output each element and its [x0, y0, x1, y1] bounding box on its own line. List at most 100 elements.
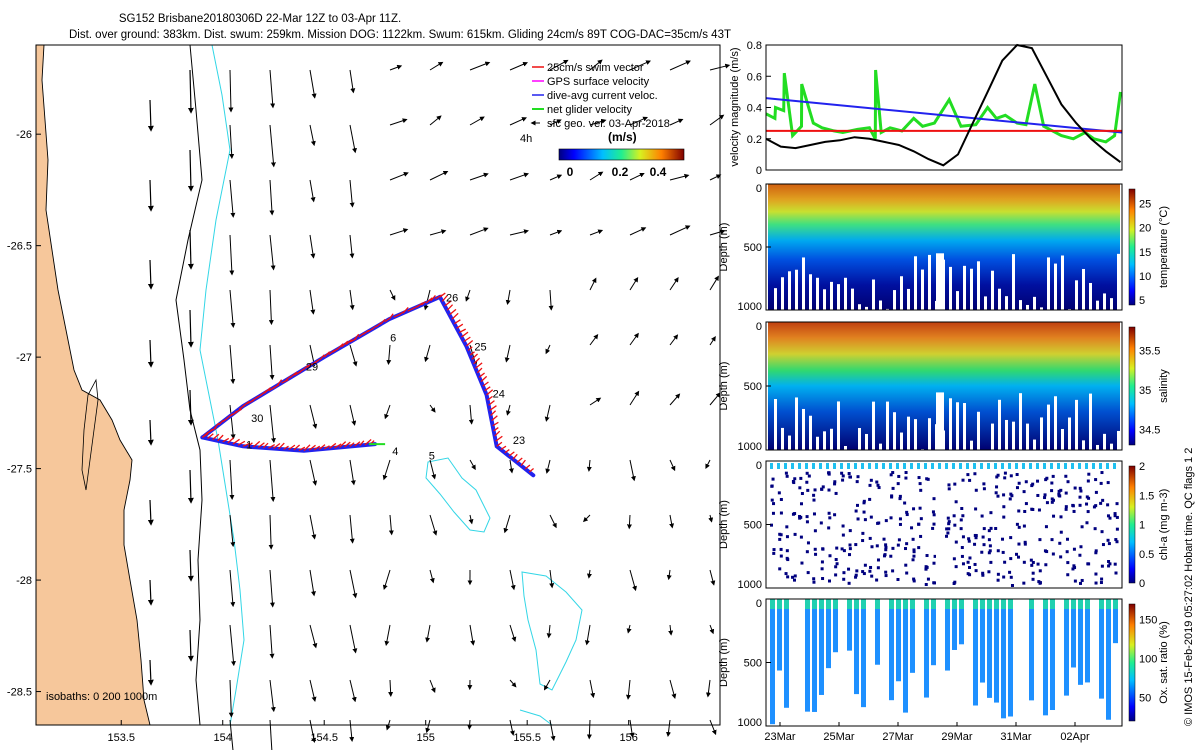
chl-surface-sample	[1057, 463, 1060, 469]
chl-sample	[1072, 509, 1076, 513]
chl-sample	[1065, 550, 1069, 554]
section-colorbar	[1128, 603, 1136, 722]
chl-sample	[952, 557, 956, 561]
sfc-velocity-arrow	[469, 116, 485, 126]
sfc-velocity-arrow	[503, 514, 511, 534]
section-colorbar-tick: 34.5	[1139, 424, 1160, 436]
sfc-velocity-arrow	[229, 569, 236, 608]
swim-vector	[478, 372, 485, 378]
chl-sample	[1078, 495, 1082, 499]
oxygen-profile	[980, 599, 985, 683]
sfc-velocity-arrow	[229, 624, 236, 667]
chl-sample	[931, 510, 935, 514]
chl-sample	[926, 577, 930, 581]
chl-sample	[869, 478, 873, 482]
oxygen-surface	[770, 599, 775, 609]
oxygen-surface	[959, 599, 964, 609]
swim-vector	[493, 427, 499, 432]
chl-sample	[968, 556, 972, 560]
chl-sample	[868, 569, 872, 573]
chl-sample	[842, 549, 846, 553]
swim-vector	[302, 364, 309, 371]
chl-sample	[1094, 581, 1098, 585]
chl-sample	[1022, 524, 1026, 528]
chl-surface-sample	[994, 463, 997, 469]
chl-sample	[1059, 555, 1063, 559]
swim-vector	[338, 441, 347, 448]
sfc-velocity-arrow	[589, 59, 603, 71]
section-gap	[1026, 304, 1029, 310]
chl-sample	[1064, 491, 1068, 495]
section-bg	[766, 599, 1122, 726]
swim-vector	[298, 446, 306, 451]
chl-surface-sample	[896, 463, 899, 469]
chl-surface-sample	[854, 463, 857, 469]
chl-sample	[833, 482, 837, 486]
chl-sample	[827, 471, 831, 475]
section-ytick-label: 1000	[738, 717, 762, 729]
chl-sample	[812, 577, 816, 581]
chl-sample	[861, 531, 865, 535]
chl-sample	[805, 520, 809, 524]
oxygen-profile	[861, 599, 866, 708]
swim-vector	[467, 346, 473, 351]
oxygen-surface	[952, 599, 957, 609]
oxygen-surface	[903, 599, 908, 609]
chl-sample	[1079, 545, 1083, 549]
chl-surface-sample	[1043, 463, 1046, 469]
section-colorbar-tick: 25	[1139, 199, 1151, 211]
chl-sample	[1106, 538, 1110, 542]
chl-sample	[1106, 514, 1110, 518]
chl-sample	[987, 529, 991, 533]
oxygen-surface	[805, 599, 810, 609]
sfc-velocity-arrow	[589, 333, 599, 346]
sfc-velocity-arrow	[709, 114, 725, 126]
chl-sample	[1038, 569, 1042, 573]
chl-surface-sample	[938, 463, 941, 469]
section-gap	[879, 443, 882, 450]
sfc-velocity-arrow	[309, 404, 318, 430]
section-colorbar	[1128, 188, 1136, 306]
chl-sample	[982, 527, 986, 531]
sfc-velocity-arrow	[187, 389, 194, 426]
chl-surface-sample	[980, 463, 983, 469]
sfc-velocity-arrow	[629, 390, 640, 406]
velocity-ytick-label: 0	[756, 165, 762, 177]
sfc-velocity-arrow	[545, 459, 551, 474]
sfc-velocity-arrow	[429, 679, 436, 693]
chl-surface-sample	[910, 463, 913, 469]
chl-sample	[798, 516, 802, 520]
sfc-velocity-arrow	[349, 624, 358, 654]
chl-sample	[989, 526, 993, 530]
swim-vector	[354, 441, 361, 447]
sfc-velocity-arrow	[669, 334, 679, 346]
swim-vector	[359, 440, 365, 446]
chl-sample	[779, 547, 783, 551]
chl-sample	[974, 536, 978, 540]
sfc-velocity-arrow	[429, 404, 436, 413]
chl-sample	[1022, 581, 1026, 585]
chl-sample	[862, 572, 866, 576]
section-gap	[788, 435, 791, 450]
glider-track: 26 25 24 23 29 30 1 4 5 6	[200, 292, 536, 478]
sfc-velocity-arrow	[469, 61, 491, 71]
chl-surface-sample	[770, 463, 773, 469]
chl-surface-sample	[798, 463, 801, 469]
chl-sample	[812, 493, 816, 497]
section-gap	[774, 398, 777, 450]
chl-sample	[917, 546, 921, 550]
chl-sample	[889, 473, 893, 477]
section-gap	[795, 397, 798, 450]
swim-vector	[444, 300, 452, 307]
section-gap	[809, 274, 812, 310]
sfc-velocity-arrow	[269, 69, 276, 109]
chl-sample	[996, 549, 1000, 553]
sfc-velocity-arrow	[543, 679, 551, 691]
sfc-velocity-arrow	[268, 289, 274, 326]
swim-vector	[421, 301, 426, 306]
section-gap	[1005, 296, 1008, 310]
chl-sample	[884, 519, 888, 523]
chl-sample	[884, 548, 888, 552]
chl-sample	[912, 507, 916, 511]
oxygen-profile	[1001, 599, 1006, 719]
